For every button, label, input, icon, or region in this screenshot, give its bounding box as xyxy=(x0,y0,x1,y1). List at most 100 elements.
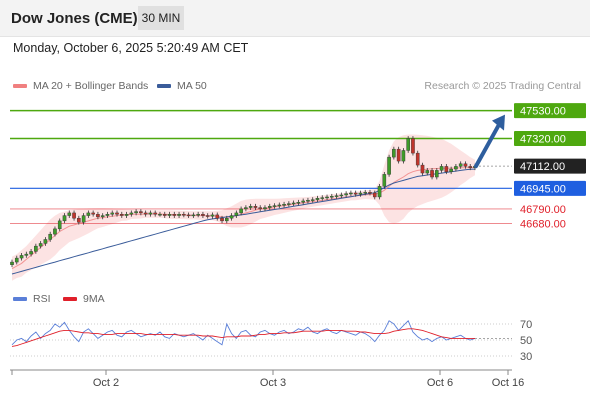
candle-body xyxy=(267,206,272,208)
copyright-text: Research © 2025 Trading Central xyxy=(424,80,581,92)
candle-body xyxy=(210,214,215,217)
candle-body xyxy=(263,207,267,210)
forecast-arrow-shaft xyxy=(474,122,501,169)
candle-body xyxy=(177,214,181,216)
candle-body xyxy=(77,218,81,223)
support-label-3: 46790.00 xyxy=(520,204,566,216)
candle-body xyxy=(387,156,391,175)
candle-body xyxy=(296,202,301,204)
candle-body xyxy=(258,207,263,210)
candle-body xyxy=(411,138,415,154)
candle-body xyxy=(392,148,396,158)
candle-body xyxy=(396,148,401,162)
candle-body xyxy=(29,251,33,255)
rsi-tick-label: 70 xyxy=(520,319,532,331)
candle-body xyxy=(96,214,100,218)
candle-body xyxy=(415,152,420,166)
level-tag-0: 47530.00 xyxy=(520,106,566,118)
support-label-4: 46680.00 xyxy=(520,219,566,231)
candle-body xyxy=(401,150,406,162)
bollinger-band xyxy=(12,134,475,281)
x-tick-label: Oct 6 xyxy=(427,377,453,389)
candle-body xyxy=(139,211,143,214)
last-price-tag-bg xyxy=(514,158,586,174)
candle-body xyxy=(53,228,57,235)
ma20-label: MA 20 + Bollinger Bands xyxy=(33,80,149,92)
candle-body xyxy=(100,215,105,218)
candle-body xyxy=(115,212,119,215)
candle-body xyxy=(19,255,24,259)
rsi-ma9-line xyxy=(11,328,475,347)
candle-body xyxy=(229,215,234,219)
candle-body xyxy=(291,202,296,205)
candle-body xyxy=(43,239,48,244)
candle-body xyxy=(153,212,157,215)
candle-body xyxy=(134,211,138,214)
candle-body xyxy=(382,174,387,187)
candle-body xyxy=(162,214,167,216)
candle-body xyxy=(310,199,315,201)
candle-body xyxy=(349,192,353,195)
candle-body xyxy=(234,212,239,216)
candle-body xyxy=(215,214,220,219)
candle-body xyxy=(10,261,14,265)
candle-body xyxy=(248,206,253,208)
ma9-label: 9MA xyxy=(83,293,105,305)
interval-button[interactable]: 30 MIN xyxy=(138,6,184,30)
rsi-tick-label: 30 xyxy=(520,351,532,363)
candle-body xyxy=(468,166,473,168)
candle-body xyxy=(244,207,248,210)
candle-body xyxy=(372,192,377,198)
candle-body xyxy=(320,197,325,199)
candle-body xyxy=(463,163,468,167)
candles xyxy=(10,136,477,268)
candle-body xyxy=(182,214,186,216)
candle-body xyxy=(62,215,67,222)
level-tag-2-bg xyxy=(514,180,586,196)
candle-body xyxy=(353,192,358,195)
rsi-tick-label: 50 xyxy=(520,335,532,347)
candle-body xyxy=(272,205,277,207)
candle-body xyxy=(72,212,76,219)
candle-body xyxy=(363,192,368,194)
candle-body xyxy=(191,214,196,217)
candle-body xyxy=(196,214,200,216)
candle-body xyxy=(186,214,191,217)
candle-body xyxy=(315,198,320,200)
candle-body xyxy=(325,196,329,199)
candle-body xyxy=(119,214,124,216)
legend-9ma: 9MA xyxy=(63,293,105,305)
candle-body xyxy=(24,253,29,256)
candle-body xyxy=(86,212,91,216)
candle-body xyxy=(277,204,282,207)
x-tick-label: Oct 16 xyxy=(492,377,524,389)
level-tag-2: 46945.00 xyxy=(520,183,566,195)
last-price-tag: 47112.00 xyxy=(520,161,565,173)
candle-body xyxy=(301,200,305,203)
ma20-line xyxy=(11,167,476,270)
candle-body xyxy=(334,195,339,197)
legend-ma20: MA 20 + Bollinger Bands xyxy=(13,80,148,92)
candle-body xyxy=(220,218,224,222)
candle-body xyxy=(444,166,449,172)
candle-body xyxy=(239,208,243,214)
candle-body xyxy=(287,203,291,205)
rsi-swatch xyxy=(13,297,27,302)
x-tick-label: Oct 2 xyxy=(93,377,119,389)
candle-body xyxy=(253,206,258,208)
candle-body xyxy=(105,214,110,216)
level-tag-0-bg xyxy=(514,103,586,119)
candle-body xyxy=(406,138,410,151)
ma50-label: MA 50 xyxy=(177,80,207,92)
candle-body xyxy=(81,215,86,223)
rsi-line xyxy=(11,320,476,346)
candle-body xyxy=(38,243,43,247)
candle-body xyxy=(167,214,172,216)
rsi-label: RSI xyxy=(33,293,51,305)
candle-body xyxy=(439,166,444,171)
x-tick-label: Oct 3 xyxy=(260,377,286,389)
forecast-arrow-head xyxy=(492,114,505,131)
candle-body xyxy=(377,186,382,198)
candle-body xyxy=(158,214,162,216)
